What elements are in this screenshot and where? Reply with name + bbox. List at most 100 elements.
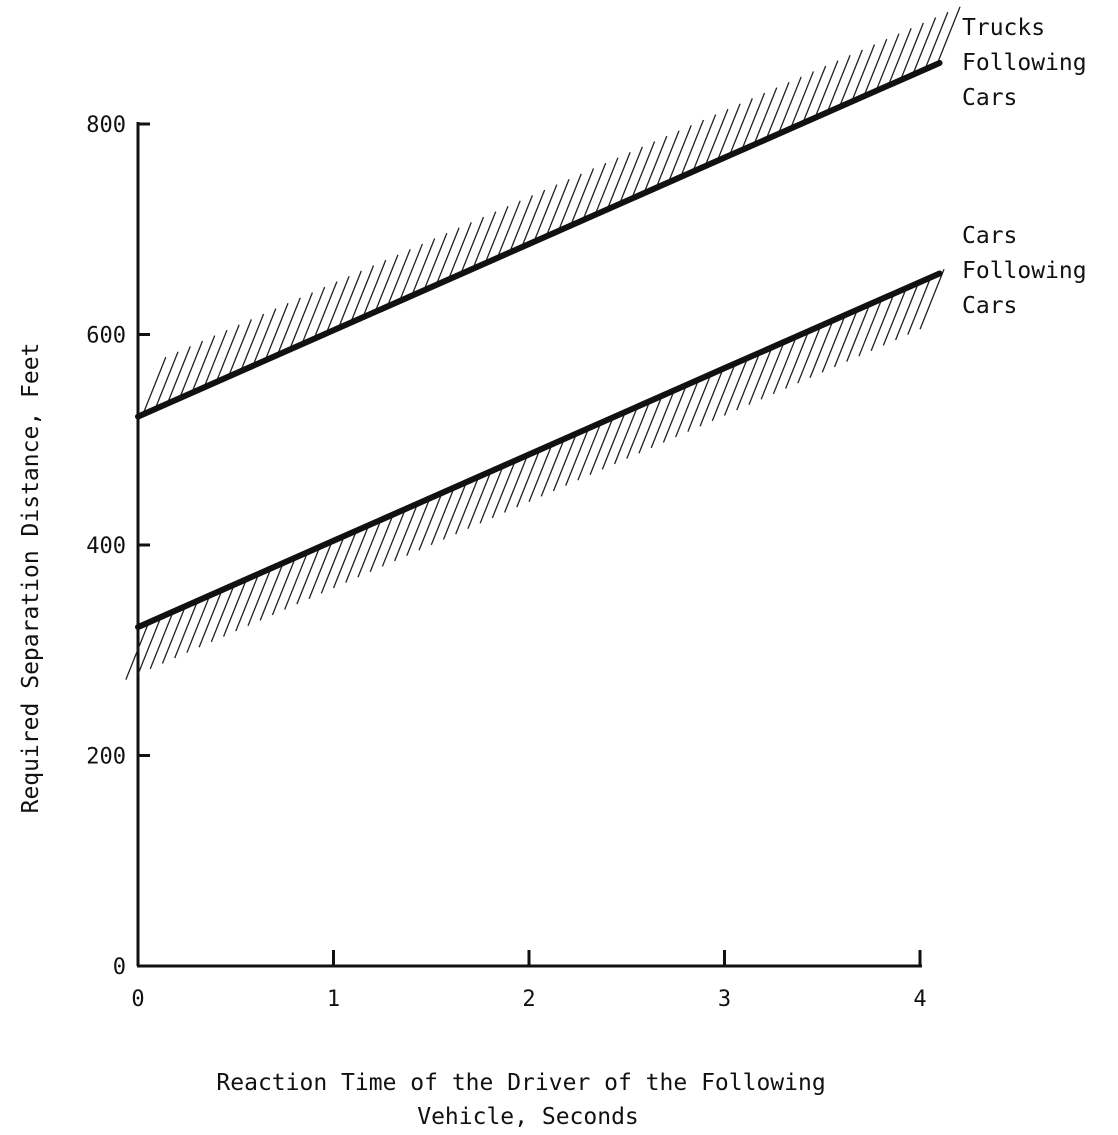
hatch-stroke <box>556 173 582 235</box>
hatch-stroke <box>898 22 924 84</box>
series-label-line: Trucks <box>962 15 1045 41</box>
tick-labels: 0 200 400 600 800 0 1 2 3 4 <box>86 113 926 1012</box>
hatch-stroke <box>516 446 542 508</box>
series-line <box>135 270 943 631</box>
hatch-stroke <box>251 308 277 369</box>
hatch-stroke <box>629 141 656 202</box>
hatch-stroke <box>345 522 371 583</box>
hatch-stroke <box>418 490 444 551</box>
hatch-stroke <box>776 76 802 138</box>
hatch-stroke <box>320 533 346 594</box>
hatch-stroke <box>862 38 888 100</box>
series-lines <box>135 59 943 631</box>
hatch-stroke <box>617 146 643 208</box>
x-axis-title-line-1: Reaction Time of the Driver of the Follo… <box>216 1070 825 1096</box>
hatch-stroke <box>214 324 240 386</box>
hatch-stroke <box>324 276 350 337</box>
series-label: Cars Following Cars <box>962 223 1087 319</box>
hatch-stroke <box>687 371 713 432</box>
hatch-stroke <box>446 222 472 283</box>
series-label-line: Cars <box>962 85 1017 111</box>
hatch-stroke <box>785 328 811 389</box>
hatch-stroke <box>642 135 668 197</box>
hatch-stroke <box>923 11 949 73</box>
hatch-stroke <box>153 351 179 412</box>
hatch-stroke <box>601 409 627 470</box>
hatch-stroke <box>638 392 664 454</box>
y-tick-label: 800 <box>86 113 126 138</box>
hatch-stroke <box>833 306 860 368</box>
hatch-stroke <box>825 55 851 116</box>
hatch-stroke <box>406 495 432 556</box>
hatch-stroke <box>247 565 273 626</box>
x-axis-title: Reaction Time of the Driver of the Follo… <box>216 1070 839 1130</box>
hatch-stroke <box>813 60 839 121</box>
hatch-stroke <box>483 205 509 267</box>
y-axis-title: Required Separation Distance, Feet <box>18 343 44 814</box>
hatch-stroke <box>532 184 558 245</box>
hatch-stroke <box>422 232 448 294</box>
hatch-stroke <box>849 44 876 105</box>
hatch-stroke <box>495 200 521 262</box>
hatch-stroke <box>935 6 961 67</box>
hatch-stroke <box>503 452 530 513</box>
hatch-stroke <box>544 179 570 240</box>
hatch-stroke <box>772 333 799 395</box>
hatch-stroke <box>736 349 762 411</box>
hatch-stroke <box>467 468 493 529</box>
hatch-stroke <box>837 49 863 111</box>
series-label-line: Cars <box>962 223 1017 249</box>
hatch-stroke <box>666 125 692 186</box>
hatch-stroke <box>312 281 338 342</box>
hatch-stroke <box>752 87 778 148</box>
hatch-stroke <box>727 98 753 159</box>
hatch-stroke <box>528 441 554 502</box>
hatch-stroke <box>348 265 375 326</box>
hatch-stroke <box>226 319 252 380</box>
hatch-stroke <box>458 216 485 278</box>
x-tick-label: 2 <box>522 987 535 1012</box>
hatch-stroke <box>711 360 737 422</box>
hatch-stroke <box>748 344 774 405</box>
hatch-stroke <box>910 17 937 78</box>
hatch-stroke <box>593 157 619 218</box>
hatch-stroke <box>455 473 481 535</box>
hatch-stroke <box>222 576 249 637</box>
hatch-stroke <box>846 301 872 362</box>
hatch-stroke <box>300 286 326 348</box>
hatch-stroke <box>654 130 680 191</box>
series-labels: Trucks Following Cars Cars Following Cars <box>962 15 1087 319</box>
hatch-stroke <box>434 227 460 289</box>
hatch-stroke <box>479 463 505 524</box>
axes <box>136 122 922 968</box>
hatch-stroke <box>308 538 334 600</box>
hatch-stroke <box>589 414 615 476</box>
hatch-stroke <box>821 312 847 373</box>
series-label-line: Following <box>962 50 1087 76</box>
hatch-stroke <box>797 322 823 384</box>
hatch-stroke <box>430 484 456 546</box>
hatch-stroke <box>919 268 945 330</box>
hatch-stroke <box>519 189 546 251</box>
hatch-stroke <box>809 317 835 378</box>
hatch-stroke <box>385 249 411 310</box>
y-tick-label: 600 <box>86 324 126 349</box>
hatch-stroke <box>263 302 289 364</box>
hatch-stroke <box>675 376 701 438</box>
hatch-stroke <box>703 108 729 170</box>
hatch-stroke <box>552 430 579 492</box>
hatch-stroke <box>650 387 676 449</box>
hatch-stroke <box>471 211 497 272</box>
x-tick-label: 3 <box>718 987 731 1012</box>
hatch-stroke <box>858 295 884 357</box>
hatch-stroke <box>410 238 436 299</box>
hatch-stroke <box>691 114 717 175</box>
hatch-stroke <box>507 195 533 256</box>
hatch-stroke <box>125 619 151 680</box>
hatch-stroke <box>581 162 607 224</box>
hatch-stroke <box>568 168 595 229</box>
hatch-stroke <box>174 597 200 659</box>
hatch-stroke <box>141 356 167 418</box>
hatch-stroke <box>577 419 603 481</box>
hatch-stroke <box>235 570 261 632</box>
